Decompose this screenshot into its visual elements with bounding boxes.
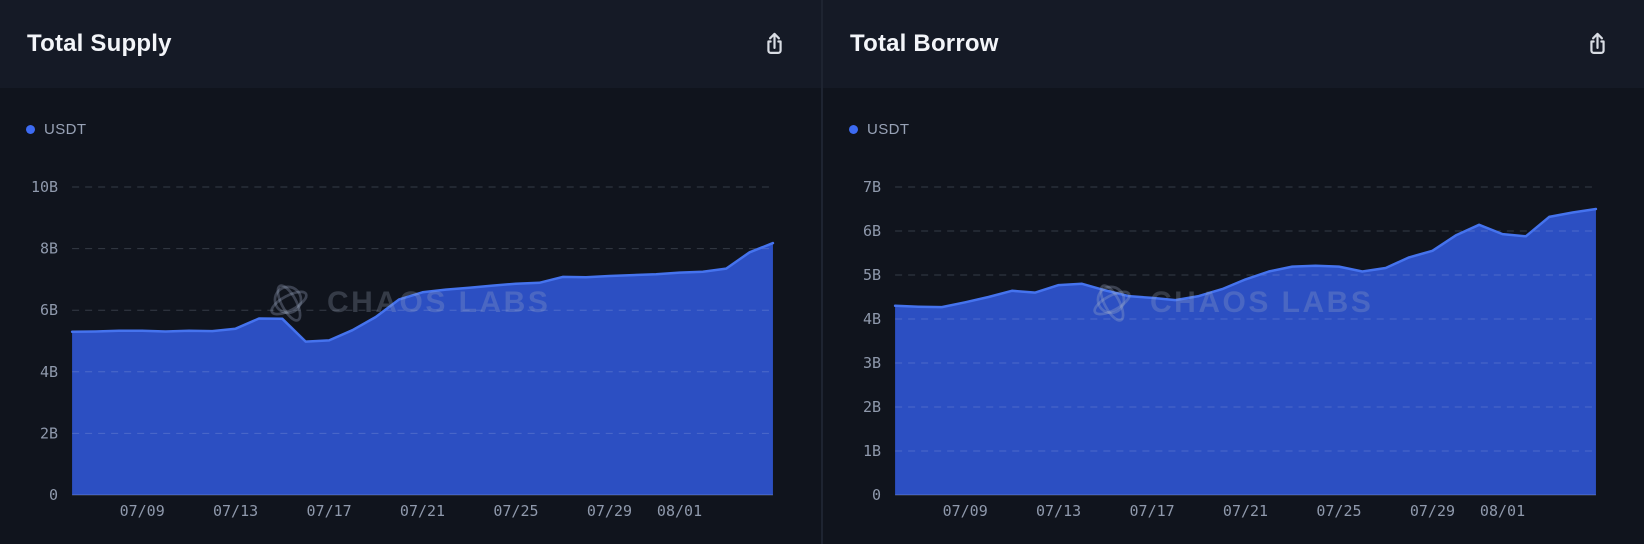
x-tick-label: 07/17	[307, 502, 352, 520]
x-tick-label: 07/29	[1410, 502, 1455, 520]
y-tick-label: 6B	[40, 301, 58, 319]
supply-chart-area: 0 2B 4B 6B 8B 10B 07/09 07/13 07/17 07/21 07/25 07/…	[0, 88, 821, 544]
legend-item-usdt[interactable]: USDT	[849, 121, 909, 138]
legend-dot-icon	[849, 125, 858, 134]
y-tick-label: 6B	[863, 222, 881, 240]
y-tick-label: 4B	[863, 310, 881, 328]
x-tick-label: 07/21	[1223, 502, 1268, 520]
total-borrow-header: Total Borrow	[823, 0, 1644, 88]
series-area	[895, 209, 1596, 495]
panel-title: Total Supply	[27, 30, 172, 57]
share-upload-icon	[1590, 32, 1605, 54]
borrow-area-chart[interactable]: 0 1B 2B 3B 4B 5B 6B 7B 07/09 07/13 07/17 07/21 07/25…	[823, 88, 1644, 544]
export-button[interactable]	[756, 26, 793, 63]
total-supply-panel: Total Supply 0 2B 4B 6B 8B 10B 07/09 07/13 07/17…	[0, 0, 821, 544]
legend-label: USDT	[44, 121, 87, 138]
y-tick-label: 2B	[40, 424, 58, 442]
x-tick-label: 08/01	[657, 502, 702, 520]
x-tick-label: 07/25	[1316, 502, 1361, 520]
supply-area-chart[interactable]: 0 2B 4B 6B 8B 10B 07/09 07/13 07/17 07/21 07/25 07/…	[0, 88, 821, 544]
x-tick-label: 07/09	[120, 502, 165, 520]
panel-divider	[821, 0, 823, 544]
x-tick-label: 07/21	[400, 502, 445, 520]
series-line	[70, 241, 775, 343]
legend-dot-icon	[26, 125, 35, 134]
y-tick-label: 8B	[40, 240, 58, 258]
x-tick-label: 07/13	[1036, 502, 1081, 520]
y-tick-label: 1B	[863, 442, 881, 460]
export-button[interactable]	[1579, 26, 1616, 63]
y-tick-label: 7B	[863, 178, 881, 196]
y-tick-label: 0	[872, 486, 881, 504]
y-tick-label: 4B	[40, 363, 58, 381]
y-tick-label: 2B	[863, 398, 881, 416]
legend-label: USDT	[867, 121, 910, 138]
legend-item-usdt[interactable]: USDT	[26, 121, 86, 138]
x-tick-label: 07/17	[1130, 502, 1175, 520]
y-tick-label: 0	[49, 486, 58, 504]
x-tick-label: 07/13	[213, 502, 258, 520]
series-area	[72, 243, 773, 495]
y-tick-label: 10B	[31, 178, 58, 196]
panel-title: Total Borrow	[850, 30, 999, 57]
total-borrow-panel: Total Borrow 0 1B 2B 3B 4B 5B 6B 7B 07/09 07/13 07…	[823, 0, 1644, 544]
share-upload-icon	[767, 32, 782, 54]
x-tick-label: 07/09	[943, 502, 988, 520]
total-supply-header: Total Supply	[0, 0, 821, 88]
y-tick-label: 3B	[863, 354, 881, 372]
x-tick-label: 08/01	[1480, 502, 1525, 520]
series-line	[893, 207, 1598, 309]
borrow-chart-area: 0 1B 2B 3B 4B 5B 6B 7B 07/09 07/13 07/17 07/21 07/25…	[823, 88, 1644, 544]
x-tick-label: 07/25	[493, 502, 538, 520]
y-tick-label: 5B	[863, 266, 881, 284]
x-tick-label: 07/29	[587, 502, 632, 520]
